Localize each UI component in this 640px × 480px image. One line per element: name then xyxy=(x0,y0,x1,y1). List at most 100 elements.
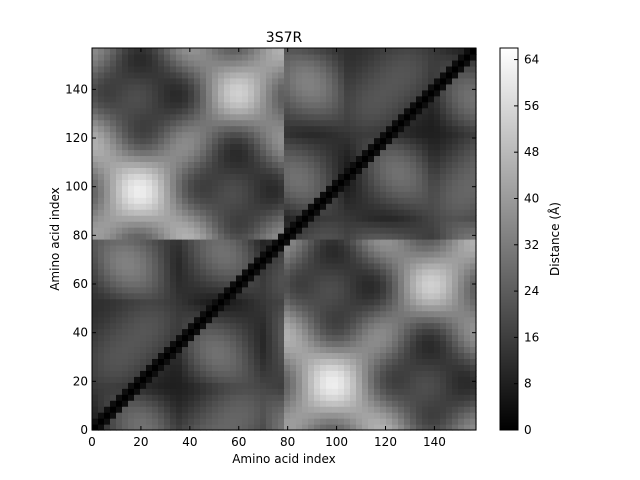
heatmap-cell xyxy=(338,334,345,342)
heatmap-cell xyxy=(362,382,369,389)
heatmap-cell xyxy=(302,203,309,210)
heatmap-cell xyxy=(320,388,327,395)
heatmap-cell xyxy=(386,418,393,425)
heatmap-cell xyxy=(194,203,201,210)
heatmap-cell xyxy=(152,316,159,324)
heatmap-cell xyxy=(104,310,111,318)
heatmap-cell xyxy=(440,131,447,139)
heatmap-cell xyxy=(200,227,207,234)
heatmap-cell xyxy=(416,155,423,163)
heatmap-cell xyxy=(230,250,237,258)
heatmap-cell xyxy=(170,101,177,109)
colorbar-tick-label: 56 xyxy=(524,99,539,113)
heatmap-cell xyxy=(320,406,327,413)
heatmap-cell xyxy=(392,406,399,413)
heatmap-cell xyxy=(152,125,159,133)
heatmap-cell xyxy=(404,412,411,419)
heatmap-cell xyxy=(128,310,135,318)
colorbar-label: Distance (Å) xyxy=(547,202,562,276)
heatmap-cell xyxy=(98,48,105,55)
heatmap-cell xyxy=(218,298,225,306)
heatmap-cell xyxy=(158,119,165,127)
heatmap-cell xyxy=(266,316,273,324)
heatmap-cell xyxy=(464,286,471,294)
heatmap-cell xyxy=(326,292,333,300)
heatmap-cell xyxy=(212,203,219,210)
heatmap-cell xyxy=(98,292,105,300)
heatmap-cell xyxy=(212,119,219,127)
heatmap-cell xyxy=(314,191,321,198)
heatmap-cell xyxy=(170,89,177,97)
heatmap-cell xyxy=(176,322,183,330)
heatmap-cell xyxy=(188,298,195,306)
heatmap-cell xyxy=(248,286,255,294)
heatmap-cell xyxy=(140,227,147,234)
heatmap-cell xyxy=(218,233,225,240)
heatmap-cell xyxy=(98,286,105,294)
heatmap-cell xyxy=(470,191,477,198)
heatmap-cell xyxy=(410,101,417,109)
heatmap-cell xyxy=(158,334,165,342)
heatmap-cell xyxy=(164,239,171,246)
heatmap-cell xyxy=(164,244,171,252)
heatmap-cell xyxy=(410,352,417,359)
heatmap-cell xyxy=(308,286,315,294)
heatmap-cell xyxy=(470,274,477,282)
heatmap-cell xyxy=(266,382,273,389)
heatmap-cell xyxy=(320,274,327,282)
heatmap-cell xyxy=(410,71,417,79)
heatmap-cell xyxy=(146,250,153,258)
heatmap-cell xyxy=(122,280,129,288)
heatmap-cell xyxy=(158,376,165,383)
heatmap-cell xyxy=(446,215,453,222)
heatmap-cell xyxy=(272,149,279,157)
heatmap-cell xyxy=(338,406,345,413)
heatmap-cell xyxy=(392,292,399,300)
heatmap-cell xyxy=(296,400,303,407)
heatmap-cell xyxy=(368,95,375,103)
heatmap-cell xyxy=(158,161,165,168)
heatmap-cell xyxy=(368,328,375,336)
heatmap-cell xyxy=(182,244,189,252)
heatmap-cell xyxy=(446,77,453,85)
heatmap-cell xyxy=(248,376,255,383)
heatmap-cell xyxy=(230,274,237,282)
heatmap-cell xyxy=(134,149,141,157)
heatmap-cell xyxy=(320,77,327,85)
heatmap-cell xyxy=(242,268,249,276)
heatmap-cell xyxy=(392,197,399,204)
heatmap-cell xyxy=(272,191,279,198)
heatmap-cell xyxy=(404,197,411,204)
heatmap-cell xyxy=(176,280,183,288)
heatmap-cell xyxy=(134,388,141,395)
heatmap-cell xyxy=(368,233,375,240)
heatmap-cell xyxy=(308,352,315,359)
heatmap-cell xyxy=(254,328,261,336)
heatmap-cell xyxy=(392,65,399,73)
heatmap-cell xyxy=(134,209,141,216)
heatmap-cell xyxy=(158,95,165,103)
heatmap-cell xyxy=(152,143,159,151)
heatmap-cell xyxy=(122,298,129,306)
heatmap-cell xyxy=(338,340,345,348)
heatmap-cell xyxy=(164,77,171,85)
heatmap-cell xyxy=(188,131,195,139)
heatmap-cell xyxy=(116,268,123,276)
heatmap-cell xyxy=(302,155,309,163)
heatmap-cell xyxy=(344,304,351,312)
heatmap-cell xyxy=(314,322,321,330)
heatmap-cell xyxy=(470,227,477,234)
heatmap-cell xyxy=(140,71,147,79)
heatmap-cell xyxy=(110,77,117,85)
heatmap-cell xyxy=(278,370,285,377)
heatmap-cell xyxy=(380,322,387,330)
colorbar-tick-label: 64 xyxy=(524,53,539,67)
heatmap-cell xyxy=(116,107,123,115)
y-tick-label: 0 xyxy=(80,423,88,437)
heatmap-cell xyxy=(320,191,327,198)
heatmap-cell xyxy=(110,298,117,306)
heatmap-cell xyxy=(362,298,369,306)
heatmap-cell xyxy=(212,185,219,192)
heatmap-cell xyxy=(428,173,435,180)
heatmap-cell xyxy=(218,400,225,407)
